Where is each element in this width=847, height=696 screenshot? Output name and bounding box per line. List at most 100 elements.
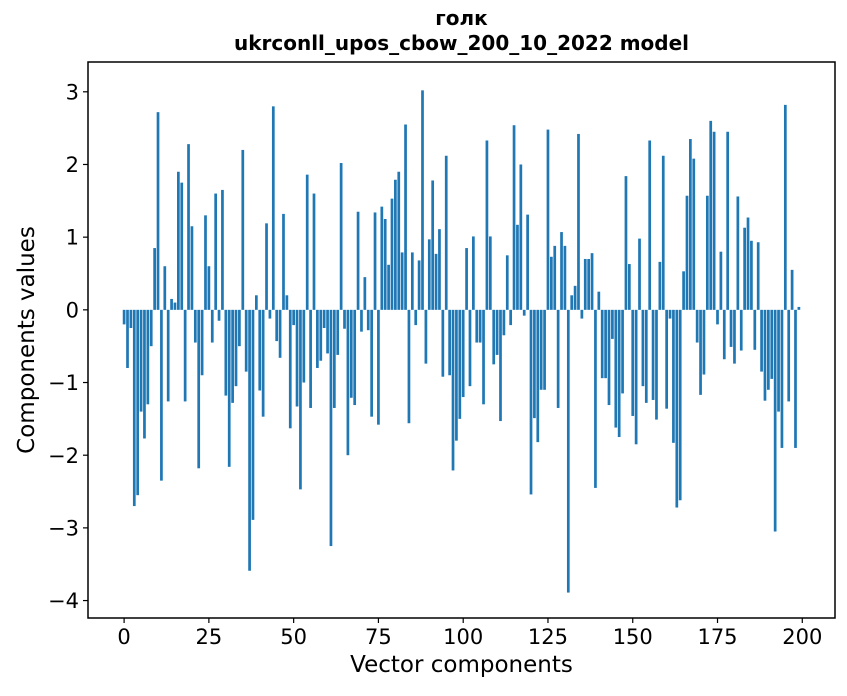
bar bbox=[451, 309, 455, 471]
bar bbox=[455, 309, 458, 441]
bar bbox=[383, 218, 387, 310]
bar bbox=[336, 309, 340, 355]
bar bbox=[143, 309, 146, 439]
bar bbox=[207, 266, 211, 310]
bar bbox=[502, 309, 506, 336]
bar bbox=[397, 171, 401, 310]
bar bbox=[763, 309, 767, 401]
bar bbox=[750, 240, 753, 310]
bar bbox=[590, 253, 594, 310]
bar bbox=[400, 252, 404, 310]
x-tick-label: 50 bbox=[280, 625, 307, 649]
bar bbox=[529, 309, 533, 495]
bar bbox=[380, 206, 384, 310]
bar bbox=[183, 309, 187, 402]
bar bbox=[760, 309, 763, 372]
bar bbox=[787, 309, 791, 402]
y-tick-label: 2 bbox=[66, 153, 79, 177]
bar bbox=[655, 309, 658, 420]
bar bbox=[238, 309, 241, 347]
bar bbox=[519, 164, 523, 310]
bar bbox=[360, 309, 363, 332]
bar bbox=[705, 195, 709, 310]
bar bbox=[322, 309, 326, 329]
bar bbox=[407, 309, 411, 424]
bar bbox=[224, 309, 228, 396]
bar bbox=[349, 309, 353, 398]
bar bbox=[363, 277, 367, 310]
x-tick-label: 125 bbox=[528, 625, 568, 649]
bar bbox=[312, 193, 316, 310]
bar bbox=[736, 196, 740, 310]
bar bbox=[665, 309, 668, 409]
bar bbox=[712, 131, 716, 310]
bar bbox=[777, 309, 780, 412]
bar bbox=[217, 309, 221, 321]
bar bbox=[458, 309, 462, 419]
bar bbox=[441, 309, 445, 377]
bar bbox=[316, 309, 319, 368]
bar bbox=[339, 163, 343, 310]
bar bbox=[387, 264, 390, 310]
chart-title-model: ukrconll_upos_cbow_200_10_2022 model bbox=[233, 31, 690, 55]
bar bbox=[190, 226, 194, 310]
y-tick-label: 1 bbox=[66, 226, 79, 250]
bar bbox=[699, 309, 702, 395]
bar bbox=[227, 309, 231, 467]
bar bbox=[394, 179, 397, 310]
bar bbox=[302, 309, 306, 383]
bar bbox=[122, 309, 126, 325]
bar bbox=[516, 224, 519, 310]
y-tick-label: −1 bbox=[48, 371, 79, 395]
bar bbox=[278, 309, 282, 358]
bar bbox=[580, 309, 584, 319]
bar bbox=[543, 309, 546, 390]
bar bbox=[373, 212, 377, 310]
bar bbox=[275, 309, 279, 342]
bar bbox=[556, 309, 560, 408]
bar bbox=[156, 112, 160, 310]
y-tick-label: 0 bbox=[66, 298, 79, 322]
bar bbox=[600, 309, 604, 379]
bar bbox=[265, 223, 268, 310]
bar bbox=[675, 309, 679, 508]
bar bbox=[166, 309, 170, 402]
bar bbox=[424, 309, 428, 364]
x-tick-label: 175 bbox=[697, 625, 737, 649]
y-tick-label: 3 bbox=[66, 80, 79, 104]
bar bbox=[210, 309, 214, 343]
bar bbox=[512, 125, 516, 310]
bar bbox=[255, 295, 258, 310]
bar bbox=[421, 90, 424, 310]
bar bbox=[187, 144, 190, 310]
bar bbox=[583, 258, 587, 310]
bar bbox=[746, 217, 750, 310]
chart-title-word: голк bbox=[435, 6, 488, 30]
bar bbox=[566, 309, 570, 593]
bar bbox=[563, 245, 567, 310]
bar bbox=[390, 198, 394, 310]
y-tick-label: −2 bbox=[48, 444, 79, 468]
bar bbox=[702, 309, 706, 375]
x-tick-label: 25 bbox=[196, 625, 223, 649]
bar bbox=[129, 309, 133, 329]
bar bbox=[461, 309, 465, 398]
bar bbox=[146, 309, 150, 405]
bar bbox=[434, 253, 438, 310]
bar bbox=[251, 309, 255, 520]
bar bbox=[170, 298, 173, 310]
bar bbox=[444, 155, 448, 310]
bar bbox=[126, 309, 129, 368]
bar bbox=[261, 309, 265, 417]
chart-title: голк ukrconll_upos_cbow_200_10_2022 mode… bbox=[88, 6, 835, 56]
bar bbox=[231, 309, 234, 403]
bar bbox=[200, 309, 204, 376]
bar bbox=[472, 236, 475, 310]
bar bbox=[709, 120, 713, 310]
bars-group bbox=[122, 90, 801, 593]
bar bbox=[539, 309, 543, 390]
bar bbox=[719, 251, 723, 310]
x-tick-label: 150 bbox=[613, 625, 653, 649]
bar bbox=[295, 309, 299, 407]
